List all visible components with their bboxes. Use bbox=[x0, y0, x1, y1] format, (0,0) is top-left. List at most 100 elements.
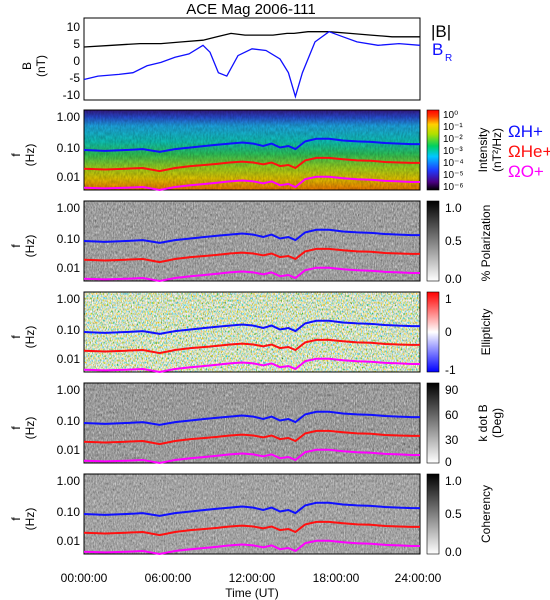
colorbar-tick-label: 1.0 bbox=[445, 474, 462, 488]
y-axis-units: (Hz) bbox=[23, 508, 37, 531]
magfield-legend: |B| B R bbox=[431, 22, 452, 64]
y-tick-label: 0.01 bbox=[57, 352, 81, 366]
y-axis-units: (Hz) bbox=[23, 144, 37, 167]
y-axis-units: (Hz) bbox=[23, 326, 37, 349]
y-axis-units: (Hz) bbox=[23, 417, 37, 440]
colorbar-label: Intensity bbox=[476, 128, 490, 173]
freq-axis-panel-3: 1.00 0.10 0.01 f (Hz) bbox=[9, 201, 80, 275]
gyrofrequency-line-h-plus-panel-6 bbox=[83, 501, 420, 517]
y-tick-label: 0 bbox=[73, 54, 80, 68]
gyrofrequency-lines bbox=[83, 137, 420, 556]
legend-entry-o-plus: ΩO+ bbox=[508, 162, 544, 181]
y-axis-label: f bbox=[9, 335, 23, 339]
x-tick-label: 12:00:00 bbox=[229, 571, 276, 585]
colorbar-tick-label: 10⁻⁴ bbox=[443, 158, 464, 169]
series-line-b-radial bbox=[83, 30, 421, 99]
y-tick-label: 1.00 bbox=[57, 383, 81, 397]
y-tick-label: 10 bbox=[67, 20, 81, 34]
colorbar-tick-label: 0.5 bbox=[445, 507, 462, 521]
freq-axis-panel-5: 1.00 0.10 0.01 f (Hz) bbox=[9, 383, 80, 457]
colorbar-tick-label: 0.0 bbox=[445, 545, 462, 559]
colorbar-tick-label: 90 bbox=[445, 383, 459, 397]
gyrofrequency-line-he-plus-panel-6 bbox=[83, 520, 420, 537]
colorbar-tick-label: 30 bbox=[445, 433, 459, 447]
y-tick-label: 0.10 bbox=[57, 414, 81, 428]
gyrofrequency-line-o-plus-panel-3 bbox=[83, 266, 420, 283]
gyrofrequency-line-he-plus-panel-4 bbox=[83, 338, 420, 355]
y-axis-label: f bbox=[9, 426, 23, 430]
gyrofrequency-line-o-plus-panel-5 bbox=[83, 448, 420, 465]
x-tick-label: 00:00:00 bbox=[61, 571, 108, 585]
gyrofrequency-line-h-plus-panel-5 bbox=[83, 410, 420, 426]
gyrofrequency-legend: ΩH+ ΩHe+ ΩO+ bbox=[508, 122, 550, 181]
magfield-y-axis: 10 5 0 -5 -10 B (nT) bbox=[20, 20, 80, 102]
gyrofrequency-line-o-plus-panel-6 bbox=[83, 539, 420, 556]
y-axis-label: f bbox=[9, 517, 23, 521]
y-tick-label: 1.00 bbox=[57, 474, 81, 488]
panel-polarization: 1.0 0.5 0.0 % Polarization bbox=[83, 200, 493, 286]
legend-subscript: R bbox=[445, 53, 452, 64]
gyrofrequency-line-h-plus-panel-3 bbox=[83, 228, 420, 244]
y-tick-label: 0.10 bbox=[57, 232, 81, 246]
gyrofrequency-line-o-plus-panel-4 bbox=[83, 357, 420, 374]
colorbar-label: Ellipticity bbox=[479, 309, 493, 356]
legend-entry-total-b: |B| bbox=[431, 22, 451, 41]
colorbar-tick-label: 10⁻¹ bbox=[443, 122, 463, 133]
gyrofrequency-line-he-plus-panel-2 bbox=[83, 156, 420, 173]
freq-axis-panel-2: 1.00 0.10 0.01 f (Hz) bbox=[9, 110, 80, 184]
intensity-colorbar-ticks: 10⁰ 10⁻¹ 10⁻² 10⁻³ 10⁻⁴ 10⁻⁵ 10⁻⁶ bbox=[443, 110, 464, 193]
colorbar-tick-label: 60 bbox=[445, 408, 459, 422]
freq-axis-panel-4: 1.00 0.10 0.01 f (Hz) bbox=[9, 292, 80, 366]
colorbar-tick-label: 0 bbox=[445, 325, 452, 339]
y-tick-label: 0.01 bbox=[57, 170, 81, 184]
y-tick-label: 1.00 bbox=[57, 201, 81, 215]
y-axis-units: (nT) bbox=[34, 55, 48, 77]
y-tick-label: 0.10 bbox=[57, 141, 81, 155]
colorbar-label: k dot B bbox=[476, 404, 490, 441]
colorbar-label: % Polarization bbox=[479, 205, 493, 282]
colorbar-tick-label: 1 bbox=[445, 292, 452, 306]
panel-magfield: 10 5 0 -5 -10 B (nT) |B| B R bbox=[20, 17, 452, 102]
colorbar-tick-label: 10⁻³ bbox=[443, 146, 463, 157]
colorbar-tick-label: 0.5 bbox=[445, 234, 462, 248]
colorbar-tick-label: 10⁰ bbox=[443, 110, 458, 121]
gyrofrequency-line-he-plus-panel-3 bbox=[83, 247, 420, 264]
coherency-colorbar bbox=[426, 473, 440, 555]
kdotb-colorbar bbox=[426, 382, 440, 464]
x-tick-label: 18:00:00 bbox=[313, 571, 360, 585]
colorbar-units: (Deg) bbox=[490, 408, 504, 438]
series-line-total-b bbox=[83, 31, 420, 48]
colorbar-tick-label: 0.0 bbox=[445, 272, 462, 286]
y-tick-label: 0.01 bbox=[57, 534, 81, 548]
panel-ellipticity: 1 0 -1 Ellipticity bbox=[83, 291, 493, 377]
panel-coherency: 1.0 0.5 0.0 Coherency bbox=[83, 473, 493, 559]
colorbar-tick-label: 10⁻⁶ bbox=[443, 182, 464, 193]
y-tick-label: -10 bbox=[63, 88, 81, 102]
colorbar-tick-label: 10⁻⁵ bbox=[443, 170, 464, 181]
y-axis-units: (Hz) bbox=[23, 235, 37, 258]
gyrofrequency-line-o-plus-panel-2 bbox=[83, 175, 420, 192]
chart-title: ACE Mag 2006-111 bbox=[186, 1, 316, 18]
magfield-plot-frame bbox=[83, 17, 421, 101]
y-tick-label: 1.00 bbox=[57, 292, 81, 306]
colorbar-label: Coherency bbox=[479, 485, 493, 543]
panel-kdotb: 90 60 30 0 k dot B (Deg) bbox=[83, 382, 504, 469]
y-axis-label: f bbox=[9, 244, 23, 248]
colorbar-tick-label: 10⁻² bbox=[443, 134, 463, 145]
time-axis: 00:00:00 06:00:00 12:00:00 18:00:00 24:0… bbox=[61, 571, 442, 600]
colorbar-tick-label: -1 bbox=[445, 363, 456, 377]
legend-entry-he-plus: ΩHe+ bbox=[508, 142, 550, 161]
y-axis-label: f bbox=[9, 153, 23, 157]
legend-entry-b-radial: B bbox=[432, 40, 443, 59]
y-tick-label: 0.10 bbox=[57, 505, 81, 519]
colorbar-units: (nT²/Hz) bbox=[490, 128, 504, 172]
y-axis-label: B bbox=[20, 62, 34, 70]
gyrofrequency-line-he-plus-panel-5 bbox=[83, 429, 420, 446]
gyrofrequency-line-h-plus-panel-4 bbox=[83, 319, 420, 335]
colorbar-tick-label: 0 bbox=[445, 455, 452, 469]
y-tick-label: 1.00 bbox=[57, 110, 81, 124]
y-tick-label: -5 bbox=[69, 71, 80, 85]
y-tick-label: 5 bbox=[73, 37, 80, 51]
intensity-colorbar bbox=[426, 109, 440, 191]
